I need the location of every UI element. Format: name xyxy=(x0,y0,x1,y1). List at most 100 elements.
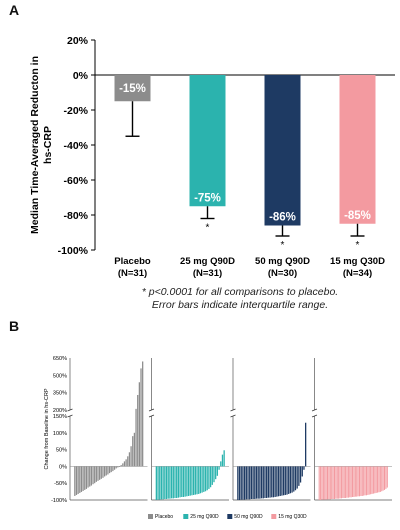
waterfall-bar xyxy=(211,466,213,485)
waterfall-bar xyxy=(191,466,193,496)
bar-value-label: -15% xyxy=(119,83,146,95)
waterfall-bar xyxy=(331,466,333,499)
y-tick-label: 150% xyxy=(53,414,67,420)
waterfall-bar xyxy=(289,466,292,494)
panel-a-letter: A xyxy=(9,2,20,18)
waterfall-bar xyxy=(254,466,256,499)
y-tick-label: 650% xyxy=(53,356,67,362)
y-tick-label: 200% xyxy=(53,408,67,414)
category-label: Placebo xyxy=(114,256,151,267)
waterfall-bar xyxy=(385,466,387,489)
axis-break-mark xyxy=(230,408,236,412)
waterfall-bar xyxy=(90,466,93,486)
legend-label: 15 mg Q30D xyxy=(278,514,307,520)
waterfall-bar xyxy=(216,466,219,476)
waterfall-bar xyxy=(115,466,117,469)
waterfall-bar xyxy=(243,466,246,500)
bar-value-label: -86% xyxy=(269,212,296,224)
waterfall-bar xyxy=(335,466,337,499)
waterfall-bar xyxy=(237,466,239,500)
waterfall-bar xyxy=(127,456,129,467)
waterfall-bar xyxy=(342,466,344,498)
waterfall-bar xyxy=(266,466,268,498)
waterfall-bar xyxy=(75,466,78,495)
significance-star: * xyxy=(281,240,285,251)
waterfall-bar xyxy=(264,466,266,498)
legend-swatch xyxy=(183,514,189,519)
waterfall-bar xyxy=(209,466,212,488)
waterfall-bar xyxy=(279,466,281,496)
waterfall-bar xyxy=(255,466,258,499)
waterfall-bar xyxy=(220,461,222,467)
waterfall-bar xyxy=(103,466,106,477)
waterfall-bar xyxy=(249,466,251,500)
waterfall-bar xyxy=(324,466,326,500)
waterfall-bar xyxy=(281,466,283,496)
waterfall-bar xyxy=(288,466,290,494)
waterfall-bar xyxy=(238,466,241,500)
waterfall-bar xyxy=(336,466,338,499)
waterfall-bar xyxy=(128,452,131,467)
waterfall-bar xyxy=(259,466,261,499)
waterfall-bar xyxy=(176,466,178,498)
waterfall-bar xyxy=(318,466,320,500)
waterfall-bar xyxy=(374,466,376,494)
y-axis-label: Median Time-Averaged Reducton inhs-CRP xyxy=(29,56,54,234)
bar-value-label: -85% xyxy=(344,210,371,222)
waterfall-bar xyxy=(160,466,163,500)
bar xyxy=(264,75,301,226)
waterfall-bar xyxy=(370,466,372,495)
waterfall-bar xyxy=(165,466,168,499)
y-tick-label: 0% xyxy=(59,464,67,470)
axis-break-mark xyxy=(311,408,318,412)
waterfall-bar xyxy=(82,466,84,491)
waterfall-bar xyxy=(123,461,126,467)
waterfall-bar xyxy=(218,466,220,470)
waterfall-bar xyxy=(269,466,271,498)
waterfall-bar xyxy=(112,466,114,472)
significance-star: * xyxy=(206,223,210,234)
waterfall-bar xyxy=(179,466,181,498)
waterfall-bar xyxy=(349,466,351,498)
waterfall-bar xyxy=(138,382,140,467)
waterfall-bar xyxy=(77,466,79,494)
waterfall-bar xyxy=(277,466,280,497)
significance-star: * xyxy=(356,240,360,251)
legend-swatch xyxy=(148,514,153,519)
waterfall-bar xyxy=(79,466,81,493)
legend-label: Placebo xyxy=(155,514,173,520)
waterfall-bar xyxy=(360,466,362,496)
axis-break-mark xyxy=(311,414,318,418)
waterfall-bar xyxy=(343,466,345,498)
waterfall-bar xyxy=(118,466,121,467)
waterfall-bar xyxy=(117,466,119,468)
category-label: 15 mg Q30D xyxy=(330,256,385,267)
waterfall-bar xyxy=(340,466,342,499)
waterfall-bar xyxy=(169,466,171,499)
bar xyxy=(339,75,376,224)
panel-b-letter: B xyxy=(9,318,20,334)
waterfall-bar xyxy=(247,466,249,500)
waterfall-bar xyxy=(372,466,374,494)
waterfall-bar xyxy=(182,466,185,497)
waterfall-bar xyxy=(383,466,386,490)
waterfall-bar xyxy=(365,466,367,496)
waterfall-bar xyxy=(272,466,275,498)
waterfall-bar xyxy=(201,466,203,493)
waterfall-bar xyxy=(327,466,329,500)
axis-break-mark xyxy=(148,408,155,412)
waterfall-bar xyxy=(378,466,380,493)
waterfall-bar xyxy=(242,466,244,500)
waterfall-bar xyxy=(325,466,327,500)
waterfall-bar xyxy=(381,466,383,492)
waterfall-bar xyxy=(347,466,349,498)
waterfall-bar xyxy=(102,466,104,478)
axis-break-mark xyxy=(67,414,73,418)
waterfall-bar xyxy=(339,466,341,499)
waterfall-bar xyxy=(320,466,322,500)
legend-label: 50 mg Q90D xyxy=(234,514,263,520)
waterfall-bar xyxy=(371,466,373,494)
waterfall-bar xyxy=(135,408,137,467)
waterfall-bar xyxy=(286,466,288,495)
waterfall-bar xyxy=(361,466,363,496)
